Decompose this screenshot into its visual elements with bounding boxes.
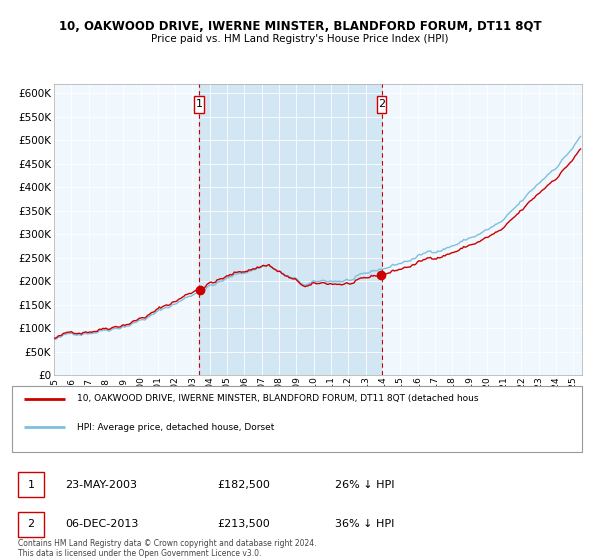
Text: 26% ↓ HPI: 26% ↓ HPI bbox=[335, 480, 395, 490]
Text: 10, OAKWOOD DRIVE, IWERNE MINSTER, BLANDFORD FORUM, DT11 8QT (detached hous: 10, OAKWOOD DRIVE, IWERNE MINSTER, BLAND… bbox=[77, 394, 478, 403]
Text: 2: 2 bbox=[378, 99, 385, 109]
Text: Contains HM Land Registry data © Crown copyright and database right 2024.
This d: Contains HM Land Registry data © Crown c… bbox=[18, 539, 316, 558]
FancyBboxPatch shape bbox=[18, 512, 44, 536]
Text: Price paid vs. HM Land Registry's House Price Index (HPI): Price paid vs. HM Land Registry's House … bbox=[151, 34, 449, 44]
Text: 1: 1 bbox=[28, 480, 34, 490]
Bar bbox=[199, 84, 382, 375]
Bar bbox=[194, 96, 204, 113]
FancyBboxPatch shape bbox=[12, 386, 582, 452]
Text: 23-MAY-2003: 23-MAY-2003 bbox=[65, 480, 137, 490]
Text: 2: 2 bbox=[28, 519, 35, 529]
Text: 06-DEC-2013: 06-DEC-2013 bbox=[65, 519, 138, 529]
FancyBboxPatch shape bbox=[18, 472, 44, 497]
Bar bbox=[377, 96, 386, 113]
Text: £182,500: £182,500 bbox=[218, 480, 271, 490]
Text: 1: 1 bbox=[196, 99, 203, 109]
Text: 36% ↓ HPI: 36% ↓ HPI bbox=[335, 519, 395, 529]
Text: HPI: Average price, detached house, Dorset: HPI: Average price, detached house, Dors… bbox=[77, 423, 274, 432]
Text: £213,500: £213,500 bbox=[218, 519, 271, 529]
Text: 10, OAKWOOD DRIVE, IWERNE MINSTER, BLANDFORD FORUM, DT11 8QT: 10, OAKWOOD DRIVE, IWERNE MINSTER, BLAND… bbox=[59, 20, 541, 32]
